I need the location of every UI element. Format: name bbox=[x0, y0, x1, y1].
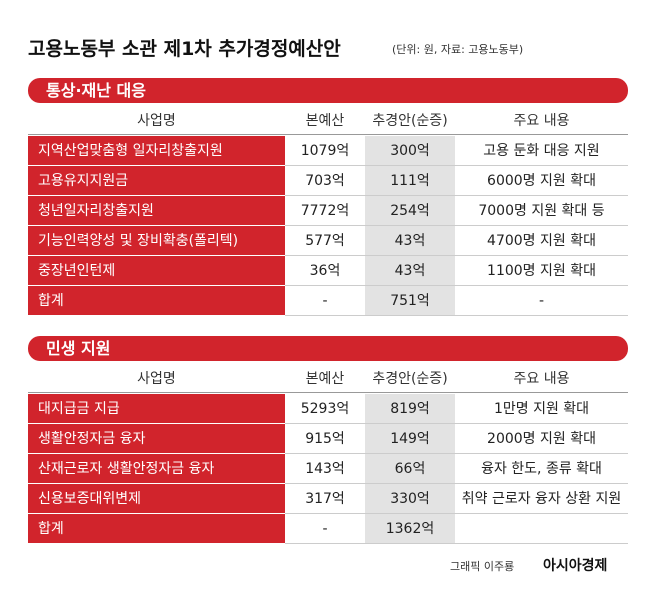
cell: 143억 bbox=[285, 454, 365, 484]
column-header: 본예산 bbox=[285, 107, 365, 135]
cell: - bbox=[455, 286, 628, 316]
brand: 아시아경제 bbox=[543, 558, 608, 574]
cell: 703억 bbox=[285, 166, 365, 196]
cell: 4700명 지원 확대 bbox=[455, 226, 628, 256]
cell: 고용 둔화 대응 지원 bbox=[455, 136, 628, 166]
cell: 111억 bbox=[365, 166, 455, 196]
section-title: 민생 지원 bbox=[28, 336, 628, 361]
cell: 577억 bbox=[285, 226, 365, 256]
row-name: 산재근로자 생활안정자금 융자 bbox=[28, 454, 285, 484]
cell: 1100명 지원 확대 bbox=[455, 256, 628, 286]
credit: 그래픽 이주룡 bbox=[450, 560, 515, 573]
row-name: 고용유지지원금 bbox=[28, 166, 285, 196]
cell: 6000명 지원 확대 bbox=[455, 166, 628, 196]
cell: 915억 bbox=[285, 424, 365, 454]
row-name: 기능인력양성 및 장비확충(폴리텍) bbox=[28, 226, 285, 256]
row-name: 대지급금 지급 bbox=[28, 394, 285, 424]
column-header: 추경안(순증) bbox=[365, 365, 455, 393]
cell: 254억 bbox=[365, 196, 455, 226]
row-name: 합계 bbox=[28, 286, 285, 316]
row-name: 신용보증대위변제 bbox=[28, 484, 285, 514]
cell: 43억 bbox=[365, 256, 455, 286]
cell: 취약 근로자 융자 상환 지원 bbox=[455, 484, 628, 514]
column-header: 본예산 bbox=[285, 365, 365, 393]
cell: 5293억 bbox=[285, 394, 365, 424]
cell: 1079억 bbox=[285, 136, 365, 166]
column-header: 주요 내용 bbox=[455, 365, 628, 393]
row-name: 생활안정자금 융자 bbox=[28, 424, 285, 454]
cell bbox=[455, 514, 628, 544]
cell: 819억 bbox=[365, 394, 455, 424]
cell: 2000명 지원 확대 bbox=[455, 424, 628, 454]
cell: 36억 bbox=[285, 256, 365, 286]
cell: 7000명 지원 확대 등 bbox=[455, 196, 628, 226]
cell: 330억 bbox=[365, 484, 455, 514]
row-name: 합계 bbox=[28, 514, 285, 544]
cell: 751억 bbox=[365, 286, 455, 316]
title: 고용노동부 소관 제1차 추가경정예산안 bbox=[28, 38, 341, 60]
cell: 7772억 bbox=[285, 196, 365, 226]
row-name: 청년일자리창출지원 bbox=[28, 196, 285, 226]
cell: 300억 bbox=[365, 136, 455, 166]
note: (단위: 원, 자료: 고용노동부) bbox=[392, 43, 524, 56]
cell: 43억 bbox=[365, 226, 455, 256]
cell: 1362억 bbox=[365, 514, 455, 544]
cell: - bbox=[285, 286, 365, 316]
cell: 1만명 지원 확대 bbox=[455, 394, 628, 424]
section-title: 통상·재난 대응 bbox=[28, 78, 628, 103]
column-header: 주요 내용 bbox=[455, 107, 628, 135]
cell: 융자 한도, 종류 확대 bbox=[455, 454, 628, 484]
column-header: 사업명 bbox=[28, 365, 285, 393]
column-header: 사업명 bbox=[28, 107, 285, 135]
cell: 317억 bbox=[285, 484, 365, 514]
cell: 66억 bbox=[365, 454, 455, 484]
column-header: 추경안(순증) bbox=[365, 107, 455, 135]
cell: - bbox=[285, 514, 365, 544]
row-name: 중장년인턴제 bbox=[28, 256, 285, 286]
cell: 149억 bbox=[365, 424, 455, 454]
row-name: 지역산업맞춤형 일자리창출지원 bbox=[28, 136, 285, 166]
